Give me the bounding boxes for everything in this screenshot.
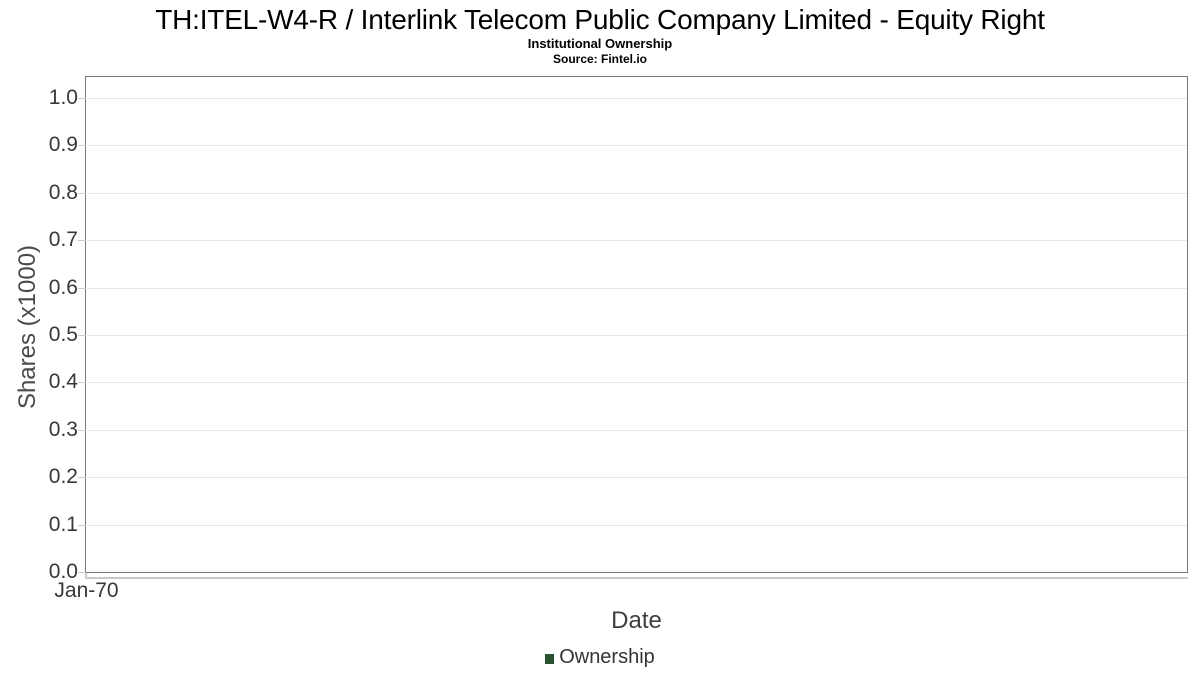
y-tick-mark [78, 287, 86, 289]
y-gridline [87, 524, 1187, 526]
y-gridline [87, 334, 1187, 336]
x-axis-line [86, 577, 1188, 579]
x-tick-label: Jan-70 [54, 579, 119, 602]
y-tick-label: 0.4 [48, 370, 78, 394]
y-axis-title: Shares (x1000) [14, 244, 41, 410]
y-tick-label: 0.8 [48, 180, 78, 204]
y-tick-label: 0.2 [48, 465, 78, 489]
y-tick-mark [78, 240, 86, 242]
y-tick-mark [78, 334, 86, 336]
y-tick-label: 0.1 [48, 512, 78, 536]
chart-subtitle: Institutional Ownership [527, 36, 673, 51]
plot-area [85, 76, 1188, 573]
y-gridline [87, 192, 1187, 194]
y-tick-label: 0.6 [48, 275, 78, 299]
legend-item-ownership[interactable]: Ownership [545, 646, 655, 669]
y-tick-label: 0.9 [48, 133, 78, 157]
y-gridline [87, 382, 1187, 384]
y-tick-mark [78, 572, 86, 573]
y-tick-mark [78, 97, 86, 99]
y-gridline [87, 287, 1187, 289]
legend-label-ownership: Ownership [559, 646, 655, 668]
legend: Ownership [0, 646, 1200, 669]
y-tick-mark [78, 145, 86, 147]
y-gridline [87, 240, 1187, 242]
y-tick-mark [78, 524, 86, 526]
y-gridline [87, 477, 1187, 479]
y-tick-mark [78, 382, 86, 384]
x-tick-mark [85, 573, 87, 579]
y-tick-label: 0.3 [48, 417, 78, 441]
y-gridline [87, 429, 1187, 431]
y-tick-label: 1.0 [48, 85, 78, 109]
x-axis-title: Date [611, 607, 662, 634]
y-tick-mark [78, 429, 86, 431]
y-gridline [87, 97, 1187, 99]
chart-title: TH:ITEL-W4-R / Interlink Telecom Public … [155, 4, 1045, 35]
y-gridline [87, 145, 1187, 147]
y-tick-label: 0.7 [48, 228, 78, 252]
y-tick-label: 0.0 [48, 560, 78, 583]
y-tick-mark [78, 192, 86, 194]
chart-source: Source: Fintel.io [552, 52, 647, 66]
y-tick-mark [78, 477, 86, 479]
legend-marker-ownership [545, 653, 555, 664]
y-tick-label: 0.5 [48, 322, 78, 346]
